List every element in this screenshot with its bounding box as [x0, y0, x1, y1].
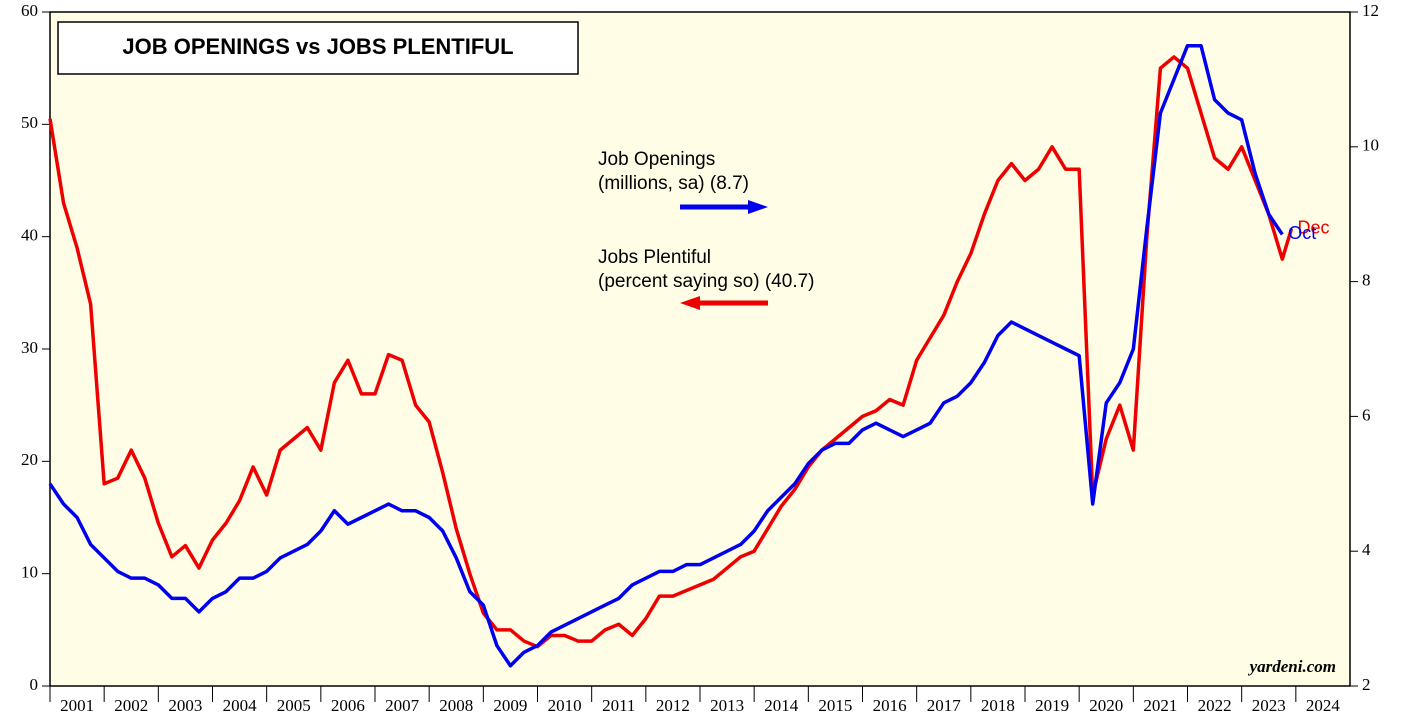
x-tick-label: 2006	[331, 696, 365, 715]
y-tick-label: 20	[21, 450, 38, 469]
x-tick-label: 2001	[60, 696, 94, 715]
x-tick-label: 2013	[710, 696, 744, 715]
legend-label: Job Openings	[598, 149, 715, 170]
series-line	[48, 55, 1294, 649]
watermark: yardeni.com	[1248, 657, 1336, 676]
y-tick-label: 60	[21, 1, 38, 20]
x-tick-label: 2023	[1252, 696, 1286, 715]
x-tick-label: 2007	[385, 696, 420, 715]
x-tick-label: 2009	[493, 696, 527, 715]
y-tick-label: 50	[21, 113, 38, 132]
legend-note: (percent saying so) (40.7)	[598, 271, 815, 292]
title-box	[57, 21, 579, 75]
y-tick-label: 30	[21, 338, 38, 357]
y2-tick-label: 8	[1362, 271, 1371, 290]
x-tick-label: 2018	[981, 696, 1015, 715]
y-tick-label: 0	[30, 675, 39, 694]
x-tick-label: 2002	[114, 696, 148, 715]
legend-label: Jobs Plentiful	[598, 247, 711, 268]
x-tick-label: 2021	[1143, 696, 1177, 715]
y2-tick-label: 10	[1362, 136, 1379, 155]
x-tick-label: 2016	[873, 696, 907, 715]
end-label: Oct	[1288, 223, 1316, 243]
legend-note: (millions, sa) (8.7)	[598, 173, 749, 194]
x-tick-label: 2004	[223, 696, 258, 715]
x-tick-label: 2011	[602, 696, 635, 715]
legend-arrow	[680, 200, 768, 214]
y2-tick-label: 6	[1362, 405, 1371, 424]
x-tick-label: 2019	[1035, 696, 1069, 715]
y-tick-label: 40	[21, 226, 38, 245]
y-tick-label: 10	[21, 563, 38, 582]
x-tick-label: 2015	[818, 696, 852, 715]
legend-arrow	[680, 296, 768, 310]
x-tick-label: 2024	[1306, 696, 1341, 715]
x-tick-label: 2010	[548, 696, 582, 715]
x-tick-label: 2017	[927, 696, 962, 715]
x-tick-label: 2020	[1089, 696, 1123, 715]
x-tick-label: 2022	[1198, 696, 1232, 715]
series-line	[48, 43, 1284, 668]
x-tick-label: 2008	[439, 696, 473, 715]
x-tick-label: 2014	[764, 696, 799, 715]
y2-tick-label: 4	[1362, 540, 1371, 559]
y2-tick-label: 2	[1362, 675, 1371, 694]
x-tick-label: 2012	[656, 696, 690, 715]
chart-title: JOB OPENINGS vs JOBS PLENTIFUL	[122, 34, 513, 59]
y2-tick-label: 12	[1362, 1, 1379, 20]
x-tick-label: 2005	[277, 696, 311, 715]
end-label: Dec	[1298, 218, 1330, 238]
x-tick-label: 2003	[168, 696, 202, 715]
